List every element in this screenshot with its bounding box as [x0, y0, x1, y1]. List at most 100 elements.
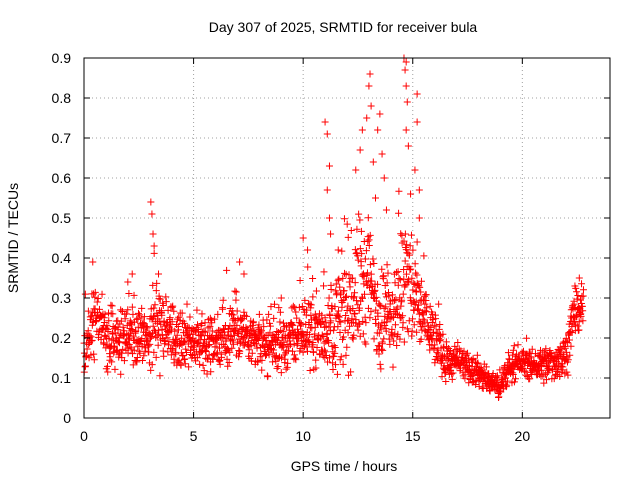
data-point [266, 322, 274, 330]
data-point [415, 282, 423, 290]
data-point [129, 350, 137, 358]
data-point [351, 279, 359, 287]
data-point [421, 300, 429, 308]
data-point [255, 310, 263, 318]
data-point [200, 327, 208, 335]
data-point [478, 384, 486, 392]
data-point [167, 303, 175, 311]
data-point [389, 363, 397, 371]
data-point [213, 328, 221, 336]
data-point [219, 296, 227, 304]
data-point [100, 340, 108, 348]
data-point [374, 280, 382, 288]
data-point [398, 296, 406, 304]
data-point [320, 268, 328, 276]
data-point [579, 286, 587, 294]
data-point [214, 310, 222, 318]
data-point [149, 322, 157, 330]
data-point [208, 319, 216, 327]
y-tick-label: 0.3 [52, 290, 72, 306]
data-point [469, 354, 477, 362]
data-point [264, 373, 272, 381]
data-point [290, 351, 298, 359]
data-point [448, 370, 456, 378]
data-point [324, 358, 332, 366]
data-point [357, 262, 365, 270]
data-point [383, 279, 391, 287]
data-point [228, 310, 236, 318]
data-point [312, 287, 320, 295]
data-point [185, 363, 193, 371]
data-point [203, 370, 211, 378]
data-point [109, 310, 117, 318]
data-point [275, 304, 283, 312]
data-point [399, 319, 407, 327]
data-point [312, 364, 320, 372]
data-point [201, 347, 209, 355]
data-point [396, 335, 404, 343]
data-point [178, 309, 186, 317]
y-tick-label: 0 [63, 410, 71, 426]
data-point [340, 287, 348, 295]
data-point [306, 300, 314, 308]
y-tick-label: 0.6 [52, 170, 72, 186]
data-point [182, 345, 190, 353]
data-point [545, 358, 553, 366]
data-point [354, 252, 362, 260]
data-point [411, 166, 419, 174]
data-point [130, 291, 138, 299]
data-point [386, 340, 394, 348]
data-point [538, 366, 546, 374]
data-point [579, 317, 587, 325]
data-point [501, 362, 509, 370]
data-point [196, 360, 204, 368]
data-point [377, 325, 385, 333]
data-point [258, 356, 266, 364]
data-point [213, 334, 221, 342]
data-point [298, 303, 306, 311]
data-point [132, 357, 140, 365]
data-point [510, 342, 518, 350]
data-point [442, 377, 450, 385]
data-point [363, 114, 371, 122]
data-point [153, 279, 161, 287]
data-point [395, 187, 403, 195]
data-point [290, 340, 298, 348]
data-point [414, 301, 422, 309]
data-point [335, 317, 343, 325]
data-point [415, 214, 423, 222]
data-point [359, 330, 367, 338]
data-point [356, 304, 364, 312]
data-point [121, 315, 129, 323]
data-point [285, 326, 293, 334]
data-point [427, 335, 435, 343]
data-point [383, 261, 391, 269]
data-point [240, 270, 248, 278]
data-point [84, 307, 92, 315]
data-point [351, 246, 359, 254]
data-point [267, 303, 275, 311]
data-point [309, 339, 317, 347]
data-point [382, 303, 390, 311]
data-point [305, 338, 313, 346]
data-point [205, 340, 213, 348]
data-point [148, 332, 156, 340]
data-point [90, 356, 98, 364]
data-point [437, 336, 445, 344]
data-point [400, 275, 408, 283]
data-point [400, 338, 408, 346]
data-point [406, 266, 414, 274]
data-point [265, 310, 273, 318]
data-point [161, 322, 169, 330]
data-point [81, 290, 89, 298]
data-point [124, 278, 132, 286]
data-point [172, 336, 180, 344]
data-point [232, 288, 240, 296]
x-tick-label: 15 [405, 428, 421, 444]
x-tick-label: 5 [190, 428, 198, 444]
data-point [117, 317, 125, 325]
data-point [385, 292, 393, 300]
data-point [168, 344, 176, 352]
data-point [319, 318, 327, 326]
data-point [342, 312, 350, 320]
